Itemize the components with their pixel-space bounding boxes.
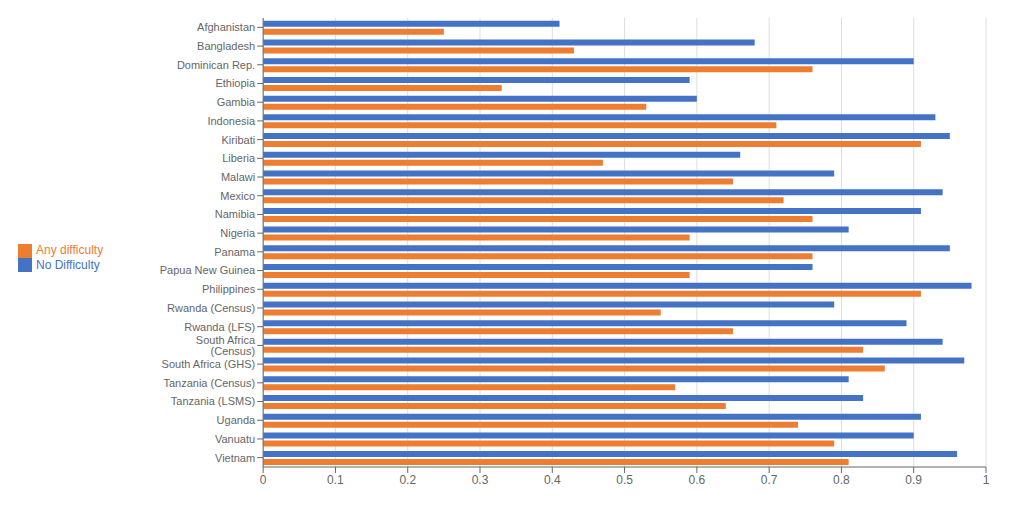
svg-text:Nigeria: Nigeria (220, 227, 256, 239)
svg-text:0.9: 0.9 (905, 473, 922, 487)
svg-text:1: 1 (983, 473, 990, 487)
svg-text:Afghanistan: Afghanistan (197, 21, 255, 33)
svg-text:Uganda: Uganda (217, 414, 256, 426)
svg-text:0.2: 0.2 (399, 473, 416, 487)
svg-text:South Africa(Census): South Africa(Census) (196, 334, 256, 357)
svg-text:Malawi: Malawi (221, 171, 255, 183)
svg-text:Bangladesh: Bangladesh (197, 40, 255, 52)
svg-text:0.1: 0.1 (327, 473, 344, 487)
svg-text:Rwanda (LFS): Rwanda (LFS) (184, 321, 255, 333)
svg-text:Liberia: Liberia (222, 152, 256, 164)
svg-text:Papua New Guinea: Papua New Guinea (160, 264, 256, 276)
svg-text:Tanzania (Census): Tanzania (Census) (163, 377, 255, 389)
svg-text:South Africa (GHS): South Africa (GHS) (162, 358, 256, 370)
html-text:Any difficulty: Any difficulty (36, 242, 104, 257)
svg-text:Namibia: Namibia (215, 208, 256, 220)
svg-text:Philippines: Philippines (202, 283, 256, 295)
svg-text:0.6: 0.6 (689, 473, 706, 487)
svg-text:Indonesia: Indonesia (207, 115, 256, 127)
svg-text:Kiribati: Kiribati (222, 134, 256, 146)
svg-text:Rwanda (Census): Rwanda (Census) (167, 302, 255, 314)
svg-text:Dominican Rep.: Dominican Rep. (177, 59, 255, 71)
svg-text:0.5: 0.5 (616, 473, 633, 487)
svg-text:Vanuatu: Vanuatu (215, 433, 255, 445)
svg-text:Vietnam: Vietnam (215, 452, 255, 464)
svg-text:Panama: Panama (214, 246, 256, 258)
svg-text:Gambia: Gambia (217, 96, 256, 108)
svg-text:0: 0 (260, 473, 267, 487)
svg-text:0.7: 0.7 (761, 473, 778, 487)
svg-text:Mexico: Mexico (220, 190, 255, 202)
html-text:No Difficulty: No Difficulty (36, 257, 100, 272)
svg-text:Ethiopia: Ethiopia (215, 77, 256, 89)
svg-text:0.4: 0.4 (544, 473, 561, 487)
svg-text:0.8: 0.8 (833, 473, 850, 487)
svg-text:Tanzania (LSMS): Tanzania (LSMS) (171, 395, 255, 407)
svg-text:0.3: 0.3 (472, 473, 489, 487)
